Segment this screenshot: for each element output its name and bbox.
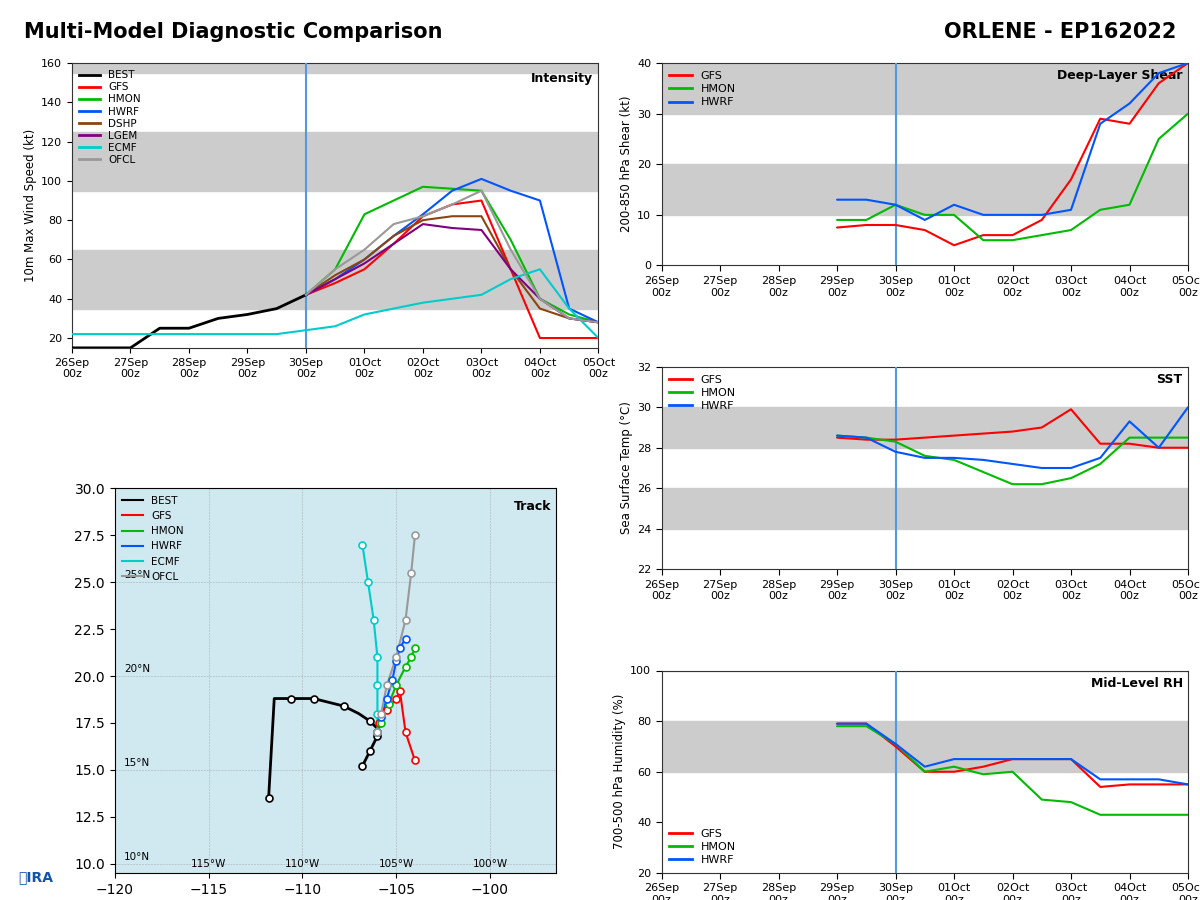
Bar bbox=[661, 721, 1188, 771]
Bar bbox=[661, 407, 1188, 447]
Text: Deep-Layer Shear: Deep-Layer Shear bbox=[1057, 69, 1183, 82]
Text: Track: Track bbox=[514, 500, 551, 513]
Text: 25°N: 25°N bbox=[124, 571, 150, 580]
Bar bbox=[72, 249, 599, 309]
Y-axis label: 10m Max Wind Speed (kt): 10m Max Wind Speed (kt) bbox=[24, 129, 37, 282]
Bar bbox=[661, 488, 1188, 528]
Y-axis label: 700-500 hPa Humidity (%): 700-500 hPa Humidity (%) bbox=[613, 694, 626, 850]
Text: 100°W: 100°W bbox=[473, 860, 508, 869]
Bar bbox=[72, 63, 599, 73]
Text: ⒸIRA: ⒸIRA bbox=[18, 869, 53, 884]
Legend: GFS, HMON, HWRF: GFS, HMON, HWRF bbox=[667, 826, 738, 868]
Y-axis label: Sea Surface Temp (°C): Sea Surface Temp (°C) bbox=[619, 401, 632, 535]
Bar bbox=[72, 131, 599, 191]
Y-axis label: 200-850 hPa Shear (kt): 200-850 hPa Shear (kt) bbox=[620, 96, 632, 232]
Legend: GFS, HMON, HWRF: GFS, HMON, HWRF bbox=[667, 68, 738, 110]
Text: 20°N: 20°N bbox=[124, 664, 150, 674]
Text: 110°W: 110°W bbox=[284, 860, 320, 869]
Legend: GFS, HMON, HWRF: GFS, HMON, HWRF bbox=[667, 373, 738, 413]
Legend: BEST, GFS, HMON, HWRF, ECMF, OFCL: BEST, GFS, HMON, HWRF, ECMF, OFCL bbox=[120, 493, 186, 584]
Legend: BEST, GFS, HMON, HWRF, DSHP, LGEM, ECMF, OFCL: BEST, GFS, HMON, HWRF, DSHP, LGEM, ECMF,… bbox=[77, 68, 143, 167]
Text: Intensity: Intensity bbox=[532, 71, 593, 85]
Text: ORLENE - EP162022: ORLENE - EP162022 bbox=[943, 22, 1176, 42]
Bar bbox=[661, 63, 1188, 113]
Text: 115°W: 115°W bbox=[191, 860, 227, 869]
Text: 15°N: 15°N bbox=[124, 758, 150, 768]
Text: 105°W: 105°W bbox=[378, 860, 414, 869]
Text: SST: SST bbox=[1157, 373, 1183, 386]
Bar bbox=[661, 164, 1188, 215]
Text: Mid-Level RH: Mid-Level RH bbox=[1091, 677, 1183, 689]
Text: 10°N: 10°N bbox=[124, 852, 150, 862]
Text: Multi-Model Diagnostic Comparison: Multi-Model Diagnostic Comparison bbox=[24, 22, 443, 42]
